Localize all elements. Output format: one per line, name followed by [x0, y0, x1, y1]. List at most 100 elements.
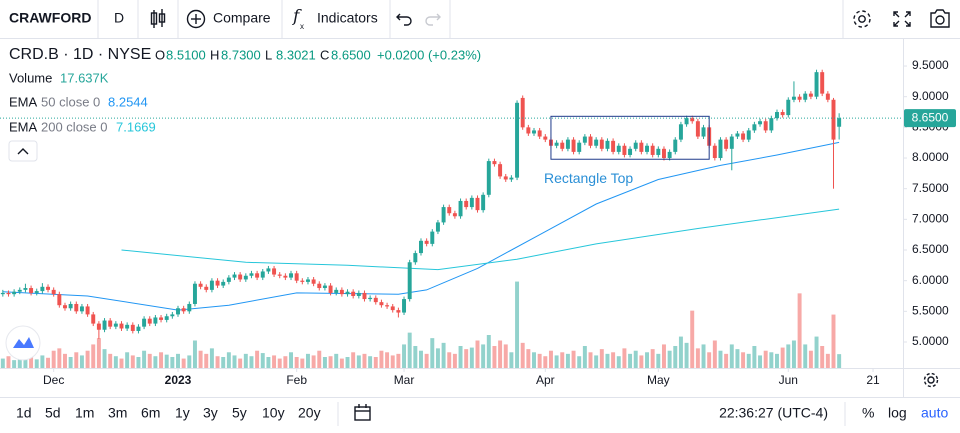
candle-body	[690, 118, 695, 122]
candle-body	[29, 288, 34, 293]
percent-toggle[interactable]: %	[862, 405, 874, 421]
auto-toggle[interactable]: auto	[921, 405, 948, 421]
volume-legend-value: 17.637K	[60, 70, 109, 85]
candle-body	[204, 286, 209, 290]
candle-body	[797, 96, 802, 100]
volume-bar	[808, 350, 813, 368]
candle-body	[775, 112, 779, 119]
volume-bar	[46, 357, 51, 368]
fullscreen-button[interactable]	[893, 11, 911, 27]
volume-bar	[458, 346, 463, 368]
candle-body	[164, 316, 169, 320]
volume-bar	[379, 350, 384, 368]
date-range-button[interactable]	[354, 404, 371, 421]
x-tick-label: Dec	[43, 373, 64, 387]
candle-body	[294, 273, 299, 281]
volume-bar	[255, 350, 260, 368]
candle-body	[215, 280, 220, 286]
candle-body	[447, 207, 452, 214]
log-toggle[interactable]: log	[888, 405, 907, 421]
candle-body	[741, 133, 746, 140]
snapshot-button[interactable]	[930, 9, 950, 28]
range-button[interactable]: 5d	[45, 405, 61, 421]
volume-bar	[311, 355, 316, 368]
range-button[interactable]: 5y	[232, 405, 247, 421]
ohlc-key: C	[320, 47, 329, 62]
range-button[interactable]: 10y	[262, 405, 285, 421]
candle-body	[300, 280, 305, 282]
undo-button[interactable]	[396, 13, 412, 26]
candle-body	[712, 145, 717, 159]
volume-bar	[447, 352, 452, 368]
candle-body	[803, 93, 808, 100]
candle-body	[481, 194, 486, 211]
candle-body	[40, 286, 45, 292]
volume-bar	[305, 353, 310, 368]
candle-body	[243, 275, 248, 280]
symbol-search[interactable]: CRAWFORD	[9, 10, 91, 26]
volume-bar	[17, 353, 22, 368]
indicators-button[interactable]: Indicators	[317, 10, 378, 26]
bottom-toolbar: 22:36:27 (UTC-4) % log auto 1d 5d 1m 3m 6m 1y…	[16, 402, 948, 426]
volume-bar	[594, 355, 599, 368]
candle-body	[808, 93, 813, 97]
volume-bar	[509, 352, 514, 368]
candle-body	[605, 140, 610, 149]
candle-body	[322, 285, 327, 289]
ema-legend: EMA	[9, 119, 38, 134]
volume-bar	[678, 336, 683, 368]
volume-bar	[611, 352, 616, 368]
volume-bar	[243, 353, 248, 368]
volume-bar	[645, 352, 649, 368]
ema-legend-params: 50 close 0	[41, 94, 100, 109]
candle-body	[825, 93, 830, 100]
candle-body	[339, 289, 344, 295]
volume-bar	[272, 355, 277, 368]
chart-type-button[interactable]	[150, 9, 166, 28]
volume-bar	[108, 353, 113, 368]
indicators-icon[interactable]: f	[291, 7, 302, 27]
candle-body	[85, 306, 90, 315]
volume-bar	[413, 346, 418, 368]
volume-bar	[345, 357, 350, 368]
legend: CRD.B · 1D · NYSE Volume 17.637K EMA 50 …	[8, 46, 156, 162]
volume-bar	[498, 340, 503, 368]
candle-body	[667, 151, 672, 159]
collapse-legend-button[interactable]	[8, 140, 38, 162]
candle-body	[96, 323, 101, 330]
candle-body	[515, 102, 520, 178]
range-button[interactable]: 1m	[75, 405, 94, 421]
last-price-label: 8.6500	[912, 110, 949, 124]
settings-button[interactable]	[853, 10, 871, 28]
range-button[interactable]: 3y	[203, 405, 218, 421]
range-button[interactable]: 3m	[108, 405, 127, 421]
volume-bar	[289, 352, 293, 368]
candle-body	[181, 308, 186, 312]
candle-body	[763, 121, 768, 131]
candle-body	[351, 291, 356, 297]
candle-body	[526, 127, 531, 134]
candle-body	[147, 318, 152, 324]
volume-bar	[695, 348, 700, 368]
volume-bar	[724, 353, 729, 368]
range-button[interactable]: 6m	[141, 405, 160, 421]
interval-button[interactable]: D	[114, 10, 124, 26]
candle-body	[328, 285, 333, 293]
candle-body	[119, 323, 124, 329]
volume-bar	[232, 355, 237, 368]
candle-body	[74, 303, 79, 312]
range-button[interactable]: 1d	[16, 405, 32, 421]
time-axis-settings[interactable]	[923, 372, 939, 388]
x-tick-label: Apr	[536, 373, 555, 387]
volume-bar	[825, 353, 830, 368]
range-button[interactable]: 20y	[298, 405, 321, 421]
compare-button[interactable]: Compare	[213, 10, 271, 26]
compare-icon[interactable]	[186, 9, 206, 29]
volume-bar	[599, 349, 604, 368]
candle-body	[402, 299, 407, 313]
range-button[interactable]: 1y	[175, 405, 190, 421]
candle-body	[57, 294, 62, 306]
volume-bar	[741, 352, 746, 368]
volume-bar	[96, 338, 101, 368]
redo-button[interactable]	[425, 13, 441, 26]
